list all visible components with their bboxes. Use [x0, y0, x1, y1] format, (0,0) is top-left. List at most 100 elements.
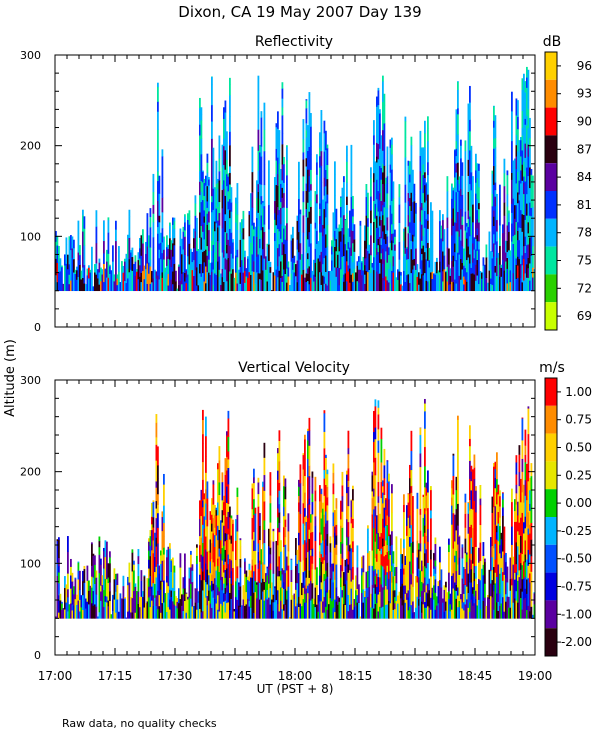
data-cell — [278, 461, 281, 483]
data-cell — [329, 270, 332, 281]
data-cell — [409, 182, 411, 199]
data-cell — [389, 272, 392, 284]
data-cell — [460, 208, 462, 230]
data-cell — [184, 214, 186, 217]
data-cell — [298, 572, 300, 585]
data-cell — [493, 225, 495, 235]
data-cell — [182, 588, 185, 595]
data-cell — [280, 570, 282, 581]
data-cell — [145, 603, 147, 619]
data-cell — [421, 570, 423, 582]
data-cell — [286, 590, 288, 600]
data-cell — [476, 250, 479, 261]
data-cell — [494, 182, 497, 191]
data-cell — [223, 216, 225, 235]
data-cell — [359, 256, 362, 270]
data-cell — [163, 505, 165, 524]
data-cell — [122, 265, 125, 273]
data-cell — [448, 591, 450, 599]
data-cell — [205, 563, 207, 571]
data-cell — [344, 566, 347, 585]
data-cell — [455, 122, 458, 133]
data-cell — [302, 502, 305, 518]
data-cell — [358, 256, 360, 262]
data-cell — [128, 271, 131, 292]
data-cell — [77, 579, 80, 601]
data-cell — [232, 239, 234, 243]
data-cell — [352, 261, 354, 274]
data-cell — [439, 210, 441, 222]
data-cell — [289, 285, 291, 292]
data-cell — [344, 236, 347, 245]
data-cell — [434, 274, 437, 292]
data-cell — [320, 182, 323, 204]
data-cell — [305, 577, 308, 589]
data-cell — [475, 530, 477, 547]
data-cell — [253, 514, 255, 533]
data-cell — [229, 166, 231, 174]
data-cell — [263, 129, 266, 152]
data-cell — [431, 219, 434, 234]
data-cell — [461, 246, 464, 263]
data-cell — [511, 140, 513, 162]
data-cell — [425, 495, 428, 511]
data-cell — [316, 567, 318, 585]
data-cell — [215, 247, 218, 262]
data-cell — [406, 248, 408, 260]
data-cell — [103, 263, 105, 283]
data-cell — [515, 258, 518, 265]
data-cell — [73, 247, 75, 260]
data-cell — [349, 219, 351, 237]
data-cell — [386, 217, 389, 231]
data-cell — [479, 524, 482, 535]
data-cell — [215, 535, 218, 543]
data-cell — [269, 540, 272, 548]
data-cell — [502, 493, 504, 500]
data-cell — [511, 597, 513, 619]
data-cell — [368, 253, 371, 271]
data-cell — [304, 439, 306, 459]
data-cell — [148, 541, 150, 551]
data-cell — [308, 169, 311, 177]
data-cell — [439, 599, 441, 619]
data-cell — [389, 262, 392, 273]
data-cell — [196, 285, 198, 292]
data-cell — [409, 546, 411, 562]
data-cell — [173, 228, 176, 239]
data-cell — [503, 611, 506, 619]
data-cell — [263, 542, 266, 565]
data-cell — [161, 177, 164, 198]
data-cell — [493, 486, 495, 494]
data-cell — [298, 559, 300, 574]
data-cell — [340, 586, 342, 608]
reflectivity-x-ticks — [54, 55, 536, 327]
data-cell — [476, 209, 479, 220]
data-cell — [236, 608, 239, 619]
data-cell — [272, 528, 275, 532]
data-cell — [248, 211, 251, 215]
data-cell — [250, 274, 252, 292]
data-cell — [472, 509, 474, 529]
data-cell — [221, 147, 224, 168]
data-cell — [391, 565, 393, 572]
data-cell — [326, 154, 329, 166]
data-cell — [229, 116, 231, 132]
data-cell — [257, 562, 260, 569]
data-cell — [158, 208, 161, 216]
data-cell — [323, 208, 326, 229]
data-cell — [304, 507, 306, 517]
data-cell — [319, 254, 321, 262]
data-cell — [325, 554, 327, 571]
data-cell — [224, 569, 227, 578]
data-cell — [464, 568, 467, 586]
data-cell — [352, 551, 354, 567]
data-cell — [376, 227, 378, 249]
data-cell — [259, 539, 261, 561]
data-cell — [71, 248, 74, 258]
data-cell — [203, 210, 206, 217]
data-cell — [188, 597, 191, 619]
data-cell — [494, 272, 497, 292]
data-cell — [82, 209, 84, 216]
data-cell — [457, 564, 459, 575]
data-cell — [127, 584, 129, 599]
